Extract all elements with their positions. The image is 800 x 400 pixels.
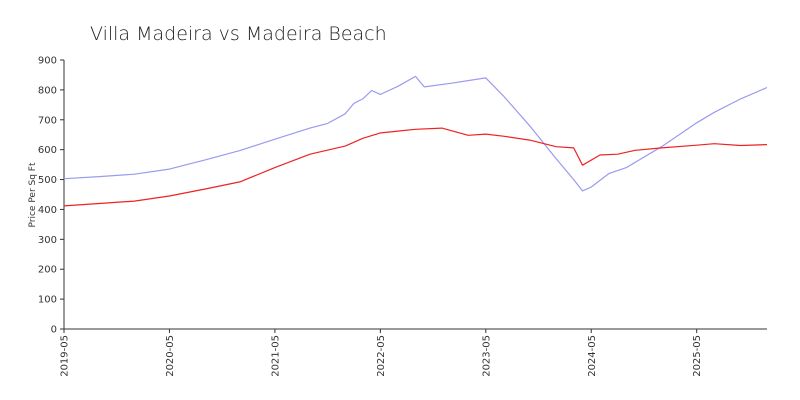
plot-area: 0 100 200 300 400 500 600 700 800 900 2019-05 2020-… [38, 56, 768, 377]
x-tick-label: 2024-05 [587, 335, 598, 377]
y-tick-label: 600 [38, 145, 57, 156]
chart-title: Villa Madeira vs Madeira Beach [90, 23, 387, 45]
y-tick-label: 400 [38, 205, 57, 216]
x-tick-label: 2019-05 [60, 335, 71, 377]
y-tick-label: 500 [38, 175, 57, 186]
y-tick-label: 0 [51, 325, 57, 336]
x-tick-label: 2025-05 [692, 335, 703, 377]
x-tick-label: 2023-05 [481, 335, 492, 377]
series-line-2 [63, 127, 768, 207]
y-tick-label: 100 [38, 295, 57, 306]
y-tick-label: 300 [38, 235, 57, 246]
x-tick-label: 2020-05 [165, 335, 176, 377]
y-tick-label: 800 [38, 85, 57, 96]
x-tick-label: 2022-05 [376, 335, 387, 377]
y-tick-label: 200 [38, 265, 57, 276]
series-line-1 [63, 75, 768, 192]
y-tick-label: 700 [38, 115, 57, 126]
y-tick-label: 900 [38, 56, 57, 67]
x-tick-label: 2021-05 [270, 335, 281, 377]
y-axis-label: Price Per Sq Ft [28, 162, 38, 227]
